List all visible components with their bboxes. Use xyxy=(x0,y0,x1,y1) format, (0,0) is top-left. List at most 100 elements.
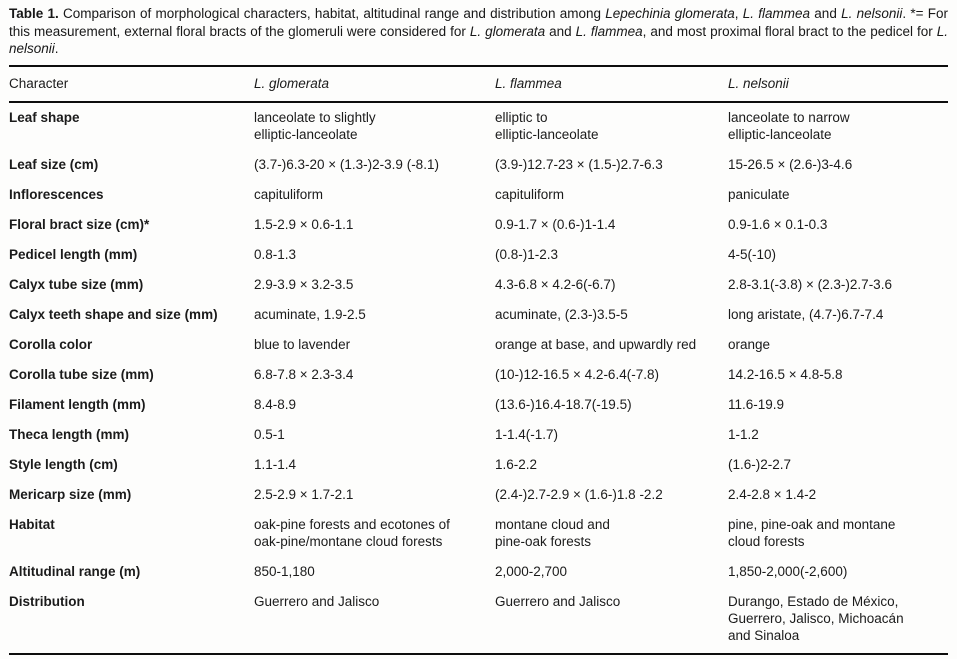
cell-nelsonii: Durango, Estado de México, Guerrero, Jal… xyxy=(728,593,904,643)
table-row: Style length (cm) 1.1-1.4 1.6-2.2 (1.6-)2-2… xyxy=(9,450,948,480)
table-caption: Table 1. Comparison of morphological cha… xyxy=(9,5,948,58)
row-character-label: Leaf size (cm) xyxy=(9,156,99,172)
cell-nelsonii: lanceolate to narrow elliptic-lanceolate xyxy=(728,109,850,142)
species-name: Lepechinia glomerata xyxy=(605,6,735,21)
caption-text-intro: Comparison of morphological characters, … xyxy=(58,6,606,21)
row-character-label: Corolla tube size (mm) xyxy=(9,366,154,382)
species-name: L. nelsonii xyxy=(841,6,903,21)
cell-flammea: 2,000-2,700 xyxy=(495,563,568,579)
species-name: L. nelsonii xyxy=(9,23,948,57)
table-row: Calyx teeth shape and size (mm) acuminate… xyxy=(9,300,948,330)
table-row: Mericarp size (mm) 2.5-2.9 × 1.7-2.1 (2.4-… xyxy=(9,480,948,510)
cell-flammea: acuminate, (2.3-)3.5-5 xyxy=(495,306,628,322)
row-character-label: Corolla color xyxy=(9,336,93,352)
cell-glomerata: 2.9-3.9 × 3.2-3.5 xyxy=(254,276,354,292)
table-row: Leaf size (cm) (3.7-)6.3-20 × (1.3-)2-3.9… xyxy=(9,150,948,180)
cell-nelsonii: long aristate, (4.7-)6.7-7.4 xyxy=(728,306,884,322)
table-row: Corolla color blue to lavender orange at b… xyxy=(9,330,948,360)
cell-glomerata: 0.5-1 xyxy=(254,426,285,442)
table-row: Inflorescences capituliform capituliform pa… xyxy=(9,180,948,210)
row-character-label: Altitudinal range (m) xyxy=(9,563,141,579)
table-row: Pedicel length (mm) 0.8-1.3 (0.8-)1-2.3 4-5… xyxy=(9,240,948,270)
row-character-label: Leaf shape xyxy=(9,109,80,125)
caption-period: . xyxy=(54,41,59,56)
cell-glomerata: 1.5-2.9 × 0.6-1.1 xyxy=(254,216,354,232)
cell-nelsonii: 14.2-16.5 × 4.8-5.8 xyxy=(728,366,843,382)
cell-flammea: orange at base, and upwardly red xyxy=(495,336,697,352)
cell-nelsonii: 1-1.2 xyxy=(728,426,759,442)
table-row: Theca length (mm) 0.5-1 1-1.4(-1.7) 1-1.2 xyxy=(9,420,948,450)
cell-nelsonii: 0.9-1.6 × 0.1-0.3 xyxy=(728,216,828,232)
cell-flammea: (0.8-)1-2.3 xyxy=(495,246,559,262)
row-character-label: Calyx tube size (mm) xyxy=(9,276,144,292)
cell-flammea: 1.6-2.2 xyxy=(495,456,538,472)
row-character-label: Style length (cm) xyxy=(9,456,118,472)
cell-flammea: 1-1.4(-1.7) xyxy=(495,426,559,442)
row-character-label: Mericarp size (mm) xyxy=(9,486,132,502)
table-header: Character L. glomerata L. flammea L. nel… xyxy=(9,65,948,103)
caption-table-label: Table 1. xyxy=(9,6,59,21)
cell-flammea: (3.9-)12.7-23 × (1.5-)2.7-6.3 xyxy=(495,156,663,172)
caption-footnote-text: . *= For this measurement, external flor… xyxy=(9,6,948,39)
row-character-label: Habitat xyxy=(9,516,55,532)
cell-glomerata: Guerrero and Jalisco xyxy=(254,593,380,609)
cell-glomerata: 8.4-8.9 xyxy=(254,396,297,412)
species-name: L. glomerata xyxy=(469,23,546,39)
cell-flammea: (10-)12-16.5 × 4.2-6.4(-7.8) xyxy=(495,366,659,382)
row-character-label: Theca length (mm) xyxy=(9,426,130,442)
table-row: Calyx tube size (mm) 2.9-3.9 × 3.2-3.5 4.3… xyxy=(9,270,948,300)
row-character-label: Floral bract size (cm)* xyxy=(9,216,150,232)
cell-flammea: (13.6-)16.4-18.7(-19.5) xyxy=(495,396,632,412)
row-character-label: Distribution xyxy=(9,593,85,609)
column-header-glomerata: L. glomerata xyxy=(254,65,495,103)
cell-nelsonii: paniculate xyxy=(728,186,790,202)
column-header-character: Character xyxy=(9,65,254,103)
cell-glomerata: 6.8-7.8 × 2.3-3.4 xyxy=(254,366,354,382)
caption-footnote-text: , and most proximal floral bract to the … xyxy=(642,23,937,39)
row-character-label: Filament length (mm) xyxy=(9,396,146,412)
table-row: Floral bract size (cm)* 1.5-2.9 × 0.6-1.1… xyxy=(9,210,948,240)
caption-conjunction: and xyxy=(810,6,842,21)
row-character-label: Calyx teeth shape and size (mm) xyxy=(9,306,218,322)
cell-glomerata: (3.7-)6.3-20 × (1.3-)2-3.9 (-8.1) xyxy=(254,156,439,172)
cell-nelsonii: 2.8-3.1(-3.8) × (2.3-)2.7-3.6 xyxy=(728,276,892,292)
cell-flammea: (2.4-)2.7-2.9 × (1.6-)1.8 -2.2 xyxy=(495,486,663,502)
cell-nelsonii: pine, pine-oak and montane cloud forests xyxy=(728,516,896,549)
cell-glomerata: blue to lavender xyxy=(254,336,351,352)
cell-flammea: capituliform xyxy=(495,186,565,202)
cell-glomerata: 2.5-2.9 × 1.7-2.1 xyxy=(254,486,354,502)
species-name: L. flammea xyxy=(575,23,643,39)
table-row: Distribution Guerrero and Jalisco Guerrero… xyxy=(9,587,948,654)
cell-nelsonii: 1,850-2,000(-2,600) xyxy=(728,563,848,579)
row-character-label: Inflorescences xyxy=(9,186,104,202)
cell-glomerata: lanceolate to slightly elliptic-lanceola… xyxy=(254,109,376,142)
cell-nelsonii: orange xyxy=(728,336,771,352)
cell-nelsonii: 4-5(-10) xyxy=(728,246,777,262)
comparison-table: Character L. glomerata L. flammea L. nel… xyxy=(9,64,948,655)
species-name: L. flammea xyxy=(742,6,811,21)
cell-nelsonii: 15-26.5 × (2.6-)3-4.6 xyxy=(728,156,853,172)
cell-flammea: Guerrero and Jalisco xyxy=(495,593,621,609)
cell-glomerata: acuminate, 1.9-2.5 xyxy=(254,306,366,322)
cell-glomerata: 0.8-1.3 xyxy=(254,246,297,262)
caption-conjunction: and xyxy=(545,23,576,39)
cell-glomerata: 850-1,180 xyxy=(254,563,315,579)
table-body: Leaf shape lanceolate to slightly ellipti… xyxy=(9,102,948,654)
caption-separator: , xyxy=(734,6,743,21)
header-row: Character L. glomerata L. flammea L. nel… xyxy=(9,65,948,103)
cell-flammea: 0.9-1.7 × (0.6-)1-1.4 xyxy=(495,216,616,232)
cell-glomerata: 1.1-1.4 xyxy=(254,456,297,472)
row-character-label: Pedicel length (mm) xyxy=(9,246,138,262)
column-header-nelsonii: L. nelsonii xyxy=(728,65,948,103)
cell-nelsonii: 11.6-19.9 xyxy=(728,396,785,412)
cell-glomerata: capituliform xyxy=(254,186,324,202)
table-row: Corolla tube size (mm) 6.8-7.8 × 2.3-3.4 (… xyxy=(9,360,948,390)
cell-glomerata: oak-pine forests and ecotones of oak-pin… xyxy=(254,516,450,549)
column-header-flammea: L. flammea xyxy=(495,65,728,103)
cell-nelsonii: (1.6-)2-2.7 xyxy=(728,456,792,472)
table-row: Leaf shape lanceolate to slightly ellipti… xyxy=(9,102,948,150)
cell-flammea: elliptic to elliptic-lanceolate xyxy=(495,109,599,142)
table-row: Altitudinal range (m) 850-1,180 2,000-2,70… xyxy=(9,557,948,587)
table-row: Habitat oak-pine forests and ecotones of … xyxy=(9,510,948,557)
